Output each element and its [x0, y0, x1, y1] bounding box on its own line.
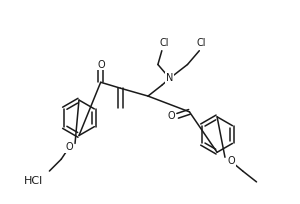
Text: Cl: Cl [159, 38, 169, 48]
Text: O: O [98, 60, 106, 70]
Text: Cl: Cl [196, 38, 206, 48]
Text: HCl: HCl [24, 176, 43, 186]
Text: O: O [227, 156, 235, 166]
Text: O: O [65, 142, 73, 152]
Text: O: O [168, 111, 176, 121]
Text: N: N [166, 73, 173, 83]
